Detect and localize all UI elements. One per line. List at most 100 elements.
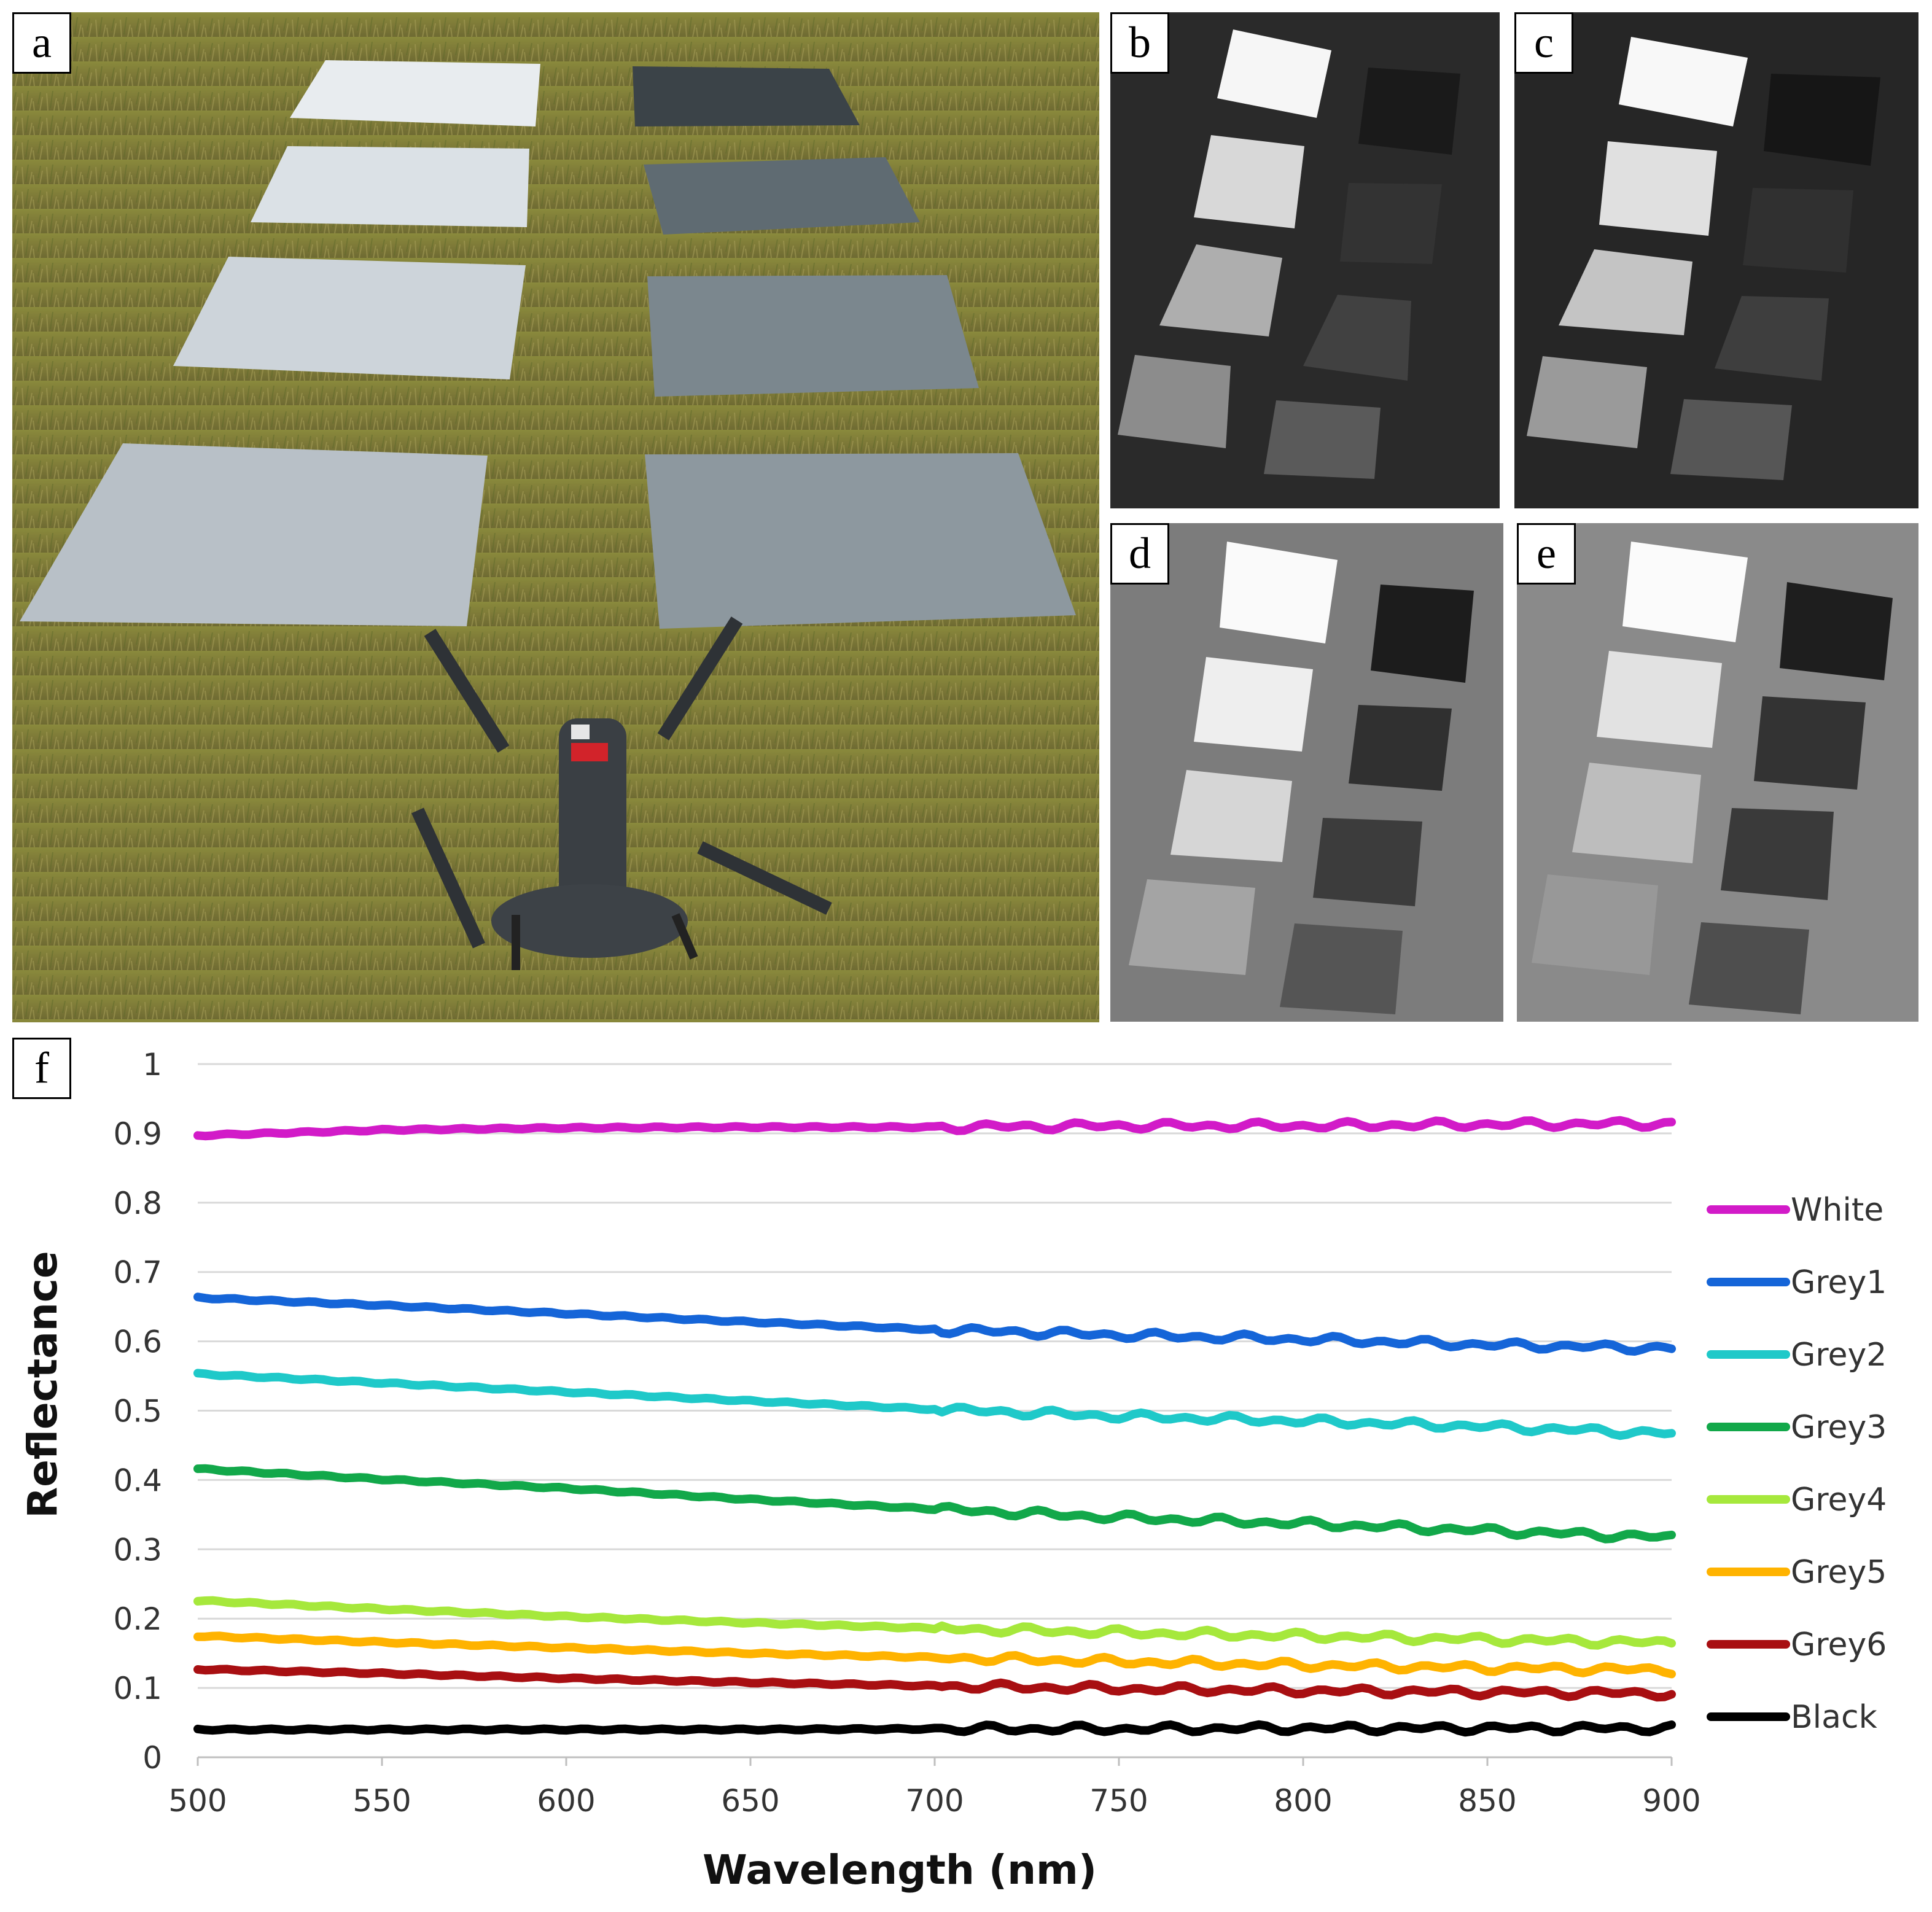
target-grey2	[1572, 763, 1701, 863]
legend-label: White	[1791, 1192, 1883, 1229]
target-black	[1764, 74, 1880, 166]
photo-panel-a: a	[12, 12, 1099, 1022]
panel-label-d: d	[1110, 523, 1169, 585]
target-grey1	[1597, 651, 1722, 748]
reflectance-panel-black	[633, 66, 860, 126]
x-tick-label: 550	[353, 1783, 411, 1819]
target-grey5	[1715, 296, 1829, 381]
target-grey3	[1118, 355, 1231, 448]
series-line-grey4	[193, 1596, 1676, 1650]
x-tick-label: 650	[721, 1783, 779, 1819]
image-panel-d: d	[1110, 523, 1503, 1022]
y-tick-label: 0.4	[113, 1463, 162, 1498]
x-tick-label: 600	[537, 1783, 595, 1819]
legend-label: Black	[1791, 1699, 1877, 1736]
panel-label-a: a	[12, 12, 71, 74]
target-grey6	[1754, 696, 1866, 790]
target-grey3	[1129, 879, 1255, 975]
x-axis-ticks: 500 550 600 650 700 750 800 850 900	[168, 1757, 1701, 1819]
multispectral-image-b	[1110, 12, 1500, 508]
panel-label-c: c	[1514, 12, 1573, 74]
reflectance-chart: 0 0.1 0.2 0.3 0.4 0.5 0.6 0.7 0.8 0.9 1 500 550 600 6…	[19, 1047, 1887, 1894]
target-black	[1358, 68, 1460, 155]
target-grey4	[1670, 399, 1792, 480]
legend-label: Grey1	[1791, 1264, 1887, 1301]
x-tick-label: 800	[1274, 1783, 1332, 1819]
series-lines	[193, 1116, 1676, 1737]
y-tick-label: 0.8	[113, 1186, 162, 1221]
y-axis-ticks: 0 0.1 0.2 0.3 0.4 0.5 0.6 0.7 0.8 0.9 1	[113, 1047, 162, 1776]
chart-panel-f: f 0 0.1 0.2 0.3 0.4 0.5 0.6 0.7 0.8 0.9 1 500 550 60…	[0, 1032, 1932, 1912]
drone	[411, 616, 832, 970]
target-grey6	[1349, 705, 1452, 791]
series-line-grey6	[193, 1665, 1676, 1702]
y-axis-title: Reflectance	[19, 1251, 66, 1518]
target-grey1	[1194, 135, 1304, 228]
legend: White Grey1 Grey2 Grey3 Grey4 Grey5 Grey6 Black	[1707, 1192, 1887, 1736]
legend-label: Grey3	[1791, 1409, 1887, 1446]
y-tick-label: 0.2	[113, 1601, 162, 1637]
legend-label: Grey5	[1791, 1554, 1887, 1591]
target-grey4	[1264, 400, 1381, 479]
x-axis-title: Wavelength (nm)	[703, 1846, 1097, 1894]
reflectance-panel-grey3	[20, 443, 488, 626]
target-grey5	[1721, 808, 1834, 900]
multispectral-image-d	[1110, 523, 1503, 1022]
target-grey3	[1532, 874, 1658, 975]
y-tick-label: 0.9	[113, 1116, 162, 1152]
target-grey5	[1313, 818, 1422, 906]
reflectance-panel-grey1	[251, 146, 529, 227]
target-black	[1371, 585, 1474, 683]
y-tick-label: 0.6	[113, 1324, 162, 1360]
panel-label-e: e	[1517, 523, 1576, 585]
target-white	[1622, 542, 1748, 642]
multispectral-image-c	[1514, 12, 1918, 508]
multispectral-image-e	[1517, 523, 1918, 1022]
target-grey3	[1527, 356, 1647, 448]
series-line-black	[193, 1720, 1676, 1737]
series-line-grey2	[193, 1369, 1676, 1440]
target-grey4	[1689, 922, 1809, 1014]
image-panel-e: e	[1517, 523, 1918, 1022]
target-grey5	[1303, 295, 1411, 381]
x-tick-label: 900	[1642, 1783, 1700, 1819]
series-line-grey3	[193, 1464, 1676, 1544]
panel-label-b: b	[1110, 12, 1169, 74]
target-grey2	[1170, 770, 1292, 862]
target-grey6	[1743, 188, 1853, 273]
reflectance-panel-grey5	[647, 275, 979, 397]
target-grey2	[1559, 249, 1692, 335]
y-tick-label: 0.3	[113, 1532, 162, 1568]
reflectance-panel-grey4	[645, 453, 1076, 629]
field-photo	[12, 12, 1099, 1022]
legend-label: Grey2	[1791, 1337, 1887, 1374]
y-tick-label: 1	[142, 1047, 162, 1082]
target-grey1	[1194, 657, 1313, 752]
target-grey6	[1340, 183, 1442, 264]
target-white	[1220, 542, 1338, 643]
series-line-grey1	[193, 1292, 1676, 1356]
target-grey2	[1159, 244, 1282, 336]
series-line-grey5	[193, 1631, 1676, 1679]
target-grey1	[1599, 141, 1717, 236]
legend-label: Grey4	[1791, 1482, 1887, 1518]
target-grey4	[1280, 923, 1403, 1014]
y-tick-label: 0.7	[113, 1255, 162, 1291]
reflectance-panel-white	[290, 60, 540, 126]
reflectance-panel-grey2	[173, 257, 526, 379]
image-panel-c: c	[1514, 12, 1918, 508]
series-line-white	[193, 1116, 1676, 1141]
reflectance-panel-grey6	[644, 157, 920, 235]
image-panel-b: b	[1110, 12, 1500, 508]
x-tick-label: 850	[1458, 1783, 1516, 1819]
x-tick-label: 750	[1089, 1783, 1148, 1819]
target-white	[1619, 37, 1748, 126]
legend-label: Grey6	[1791, 1626, 1887, 1663]
target-white	[1217, 29, 1331, 118]
y-tick-label: 0.1	[113, 1671, 162, 1706]
target-black	[1780, 582, 1893, 680]
panel-label-f: f	[12, 1038, 71, 1099]
x-tick-label: 700	[905, 1783, 964, 1819]
y-tick-label: 0.5	[113, 1394, 162, 1429]
y-tick-label: 0	[142, 1740, 162, 1776]
